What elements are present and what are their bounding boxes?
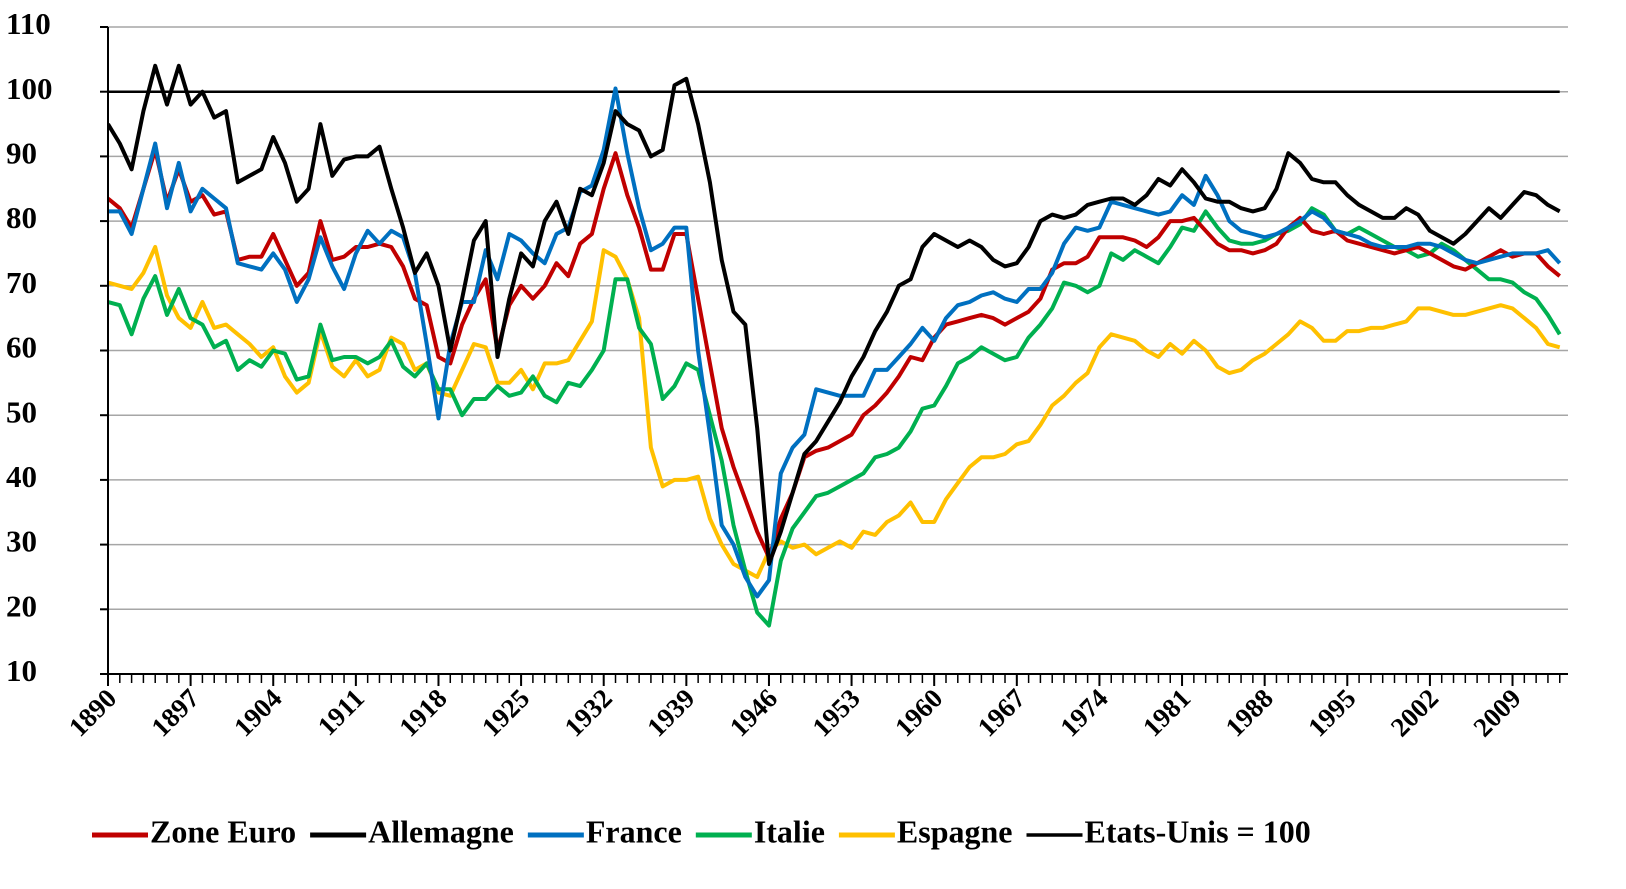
x-tick-label: 2002 [1385,683,1444,742]
legend-label: Etats-Unis = 100 [1085,813,1311,849]
y-tick-label: 100 [6,71,53,106]
legend-label: Italie [754,813,825,849]
y-tick-label: 40 [6,459,37,494]
y-tick-label: 10 [6,653,37,688]
x-tick-label: 1967 [972,683,1031,742]
x-tick-label: 2009 [1467,683,1526,742]
x-tick-label: 1974 [1054,683,1113,742]
series-line [108,147,1561,560]
y-tick-label: 60 [6,330,37,365]
x-tick-label: 1988 [1220,683,1279,742]
x-tick-label: 1897 [145,683,204,742]
x-tick-label: 1890 [63,683,122,742]
x-tick-label: 1960 [889,683,948,742]
series-line [108,245,1561,579]
y-tick-label: 30 [6,524,37,559]
series-line [108,206,1562,628]
y-tick-label: 70 [6,265,37,300]
y-tick-label: 110 [6,6,51,41]
x-tick-label: 1918 [393,683,452,742]
series-line [108,86,1562,599]
legend-label: Zone Euro [150,813,296,849]
y-tick-label: 50 [6,394,37,429]
x-tick-label: 1904 [228,683,287,742]
y-tick-label: 20 [6,588,37,623]
x-tick-label: 1932 [559,683,618,742]
legend-label: Espagne [897,813,1013,849]
series-line [108,63,1561,566]
x-tick-label: 1953 [806,683,865,742]
x-tick-label: 1995 [1302,683,1361,742]
x-tick-label: 1925 [476,683,535,742]
x-tick-label: 1911 [312,683,370,741]
x-tick-label: 1939 [641,683,700,742]
legend-label: France [586,813,682,849]
x-tick-label: 1981 [1137,683,1196,742]
y-tick-label: 80 [6,200,37,235]
legend-label: Allemagne [368,813,514,849]
x-tick-label: 1946 [724,683,783,742]
y-tick-label: 90 [6,136,37,171]
